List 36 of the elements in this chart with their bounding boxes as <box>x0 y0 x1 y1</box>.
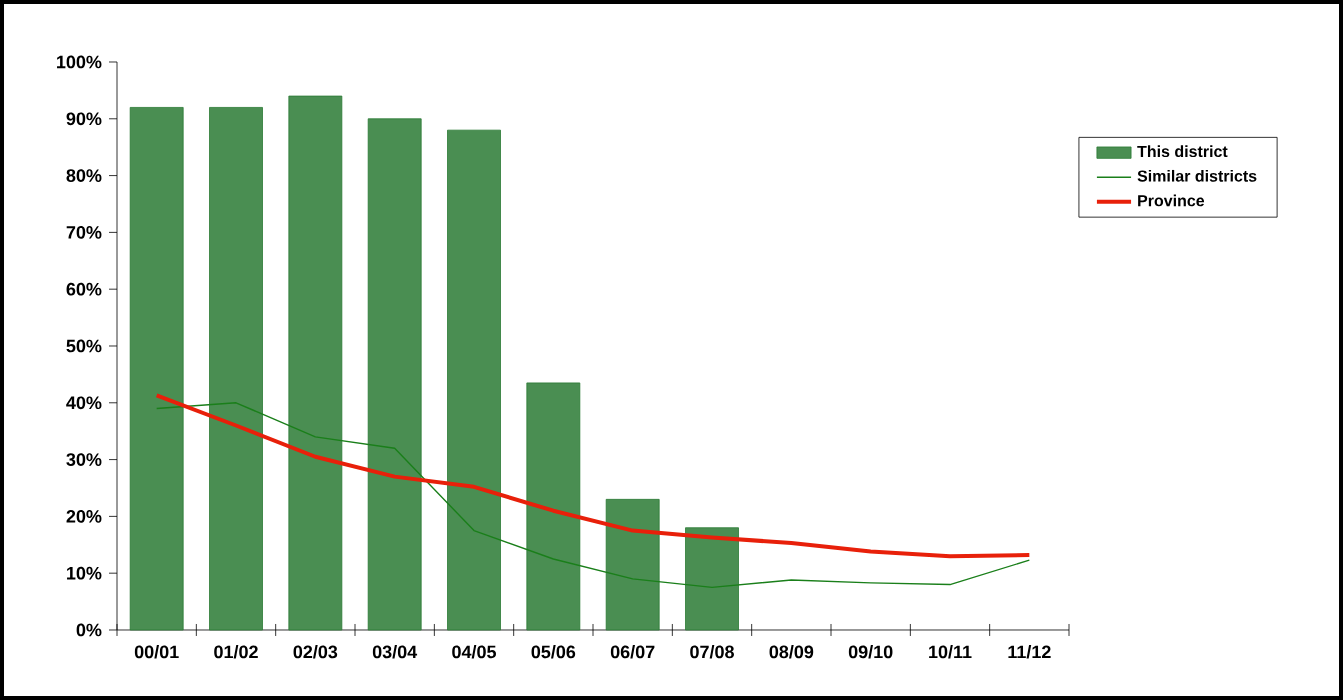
x-tick-label: 00/01 <box>134 645 179 659</box>
y-tick-label: 40% <box>66 396 102 410</box>
legend-label: This district <box>1137 145 1228 158</box>
y-tick-label: 50% <box>66 339 102 353</box>
x-tick-label: 06/07 <box>610 645 655 659</box>
y-tick-label: 70% <box>66 226 102 239</box>
x-tick-label: 01/02 <box>214 645 258 659</box>
x-tick-label: 04/05 <box>452 645 497 659</box>
bar <box>129 107 184 631</box>
bar <box>526 382 581 631</box>
x-tick-label: 05/06 <box>531 645 576 659</box>
y-tick-label: 0% <box>76 623 102 637</box>
y-tick-label: 100% <box>57 55 102 69</box>
bar <box>209 107 263 631</box>
x-tick-label: 09/10 <box>848 645 893 659</box>
line-series <box>154 393 1032 559</box>
y-tick-label: 20% <box>66 510 102 523</box>
bar <box>288 95 343 631</box>
y-tick-label: 90% <box>66 112 102 126</box>
x-tick-label: 07/08 <box>690 645 734 659</box>
x-tick-label: 08/09 <box>769 645 814 659</box>
y-tick-label: 10% <box>67 566 102 580</box>
x-tick-label: 02/03 <box>293 645 338 659</box>
bar <box>367 118 422 631</box>
x-tick-label: 03/04 <box>372 645 418 659</box>
x-tick-label: 11/12 <box>1008 645 1051 659</box>
bar <box>447 129 501 631</box>
x-tick-label: 10/11 <box>929 645 972 659</box>
y-tick-label: 30% <box>66 453 102 466</box>
bar <box>605 498 660 631</box>
bar <box>685 527 739 631</box>
legend-label: Similar districts <box>1137 169 1257 182</box>
y-tick-label: 60% <box>66 282 102 296</box>
y-tick-label: 80% <box>66 169 102 182</box>
legend-label: Province <box>1138 194 1205 207</box>
line-series <box>155 402 1031 589</box>
